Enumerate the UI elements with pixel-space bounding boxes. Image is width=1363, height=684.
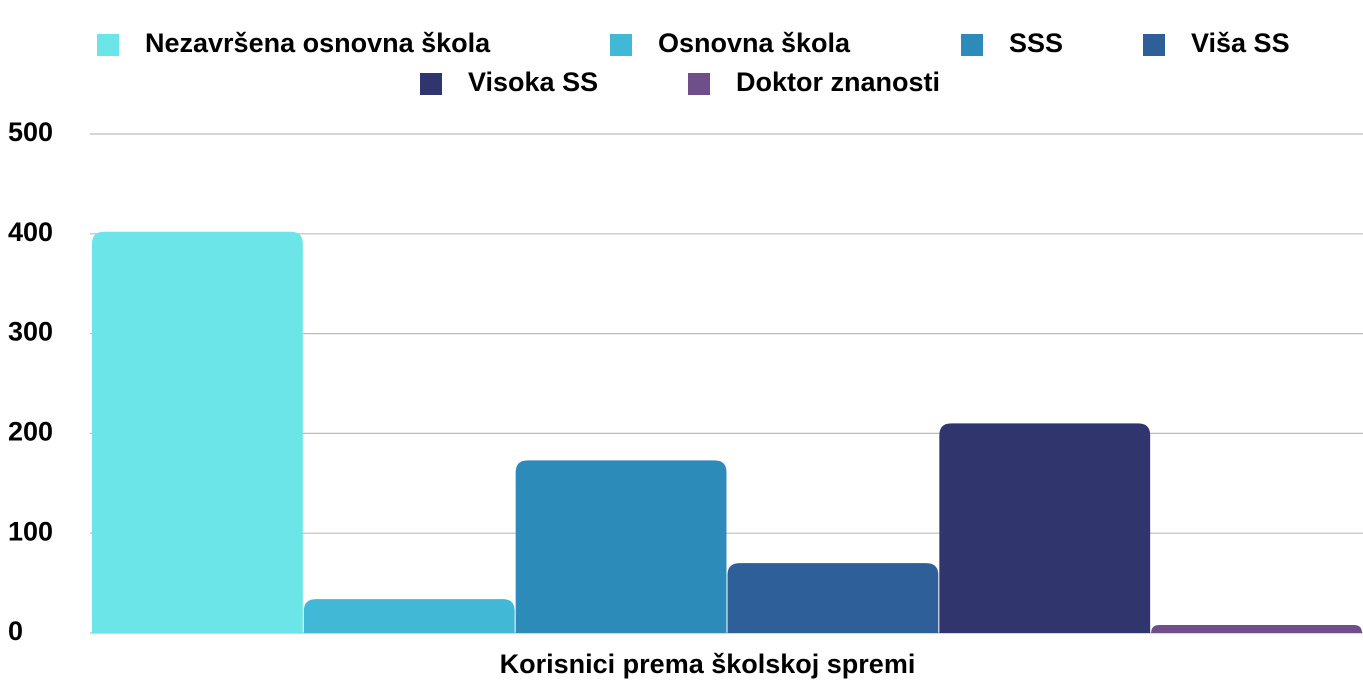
legend-label: Viša SS bbox=[1191, 28, 1290, 58]
y-tick-label: 300 bbox=[8, 317, 53, 347]
legend-label: Nezavršena osnovna škola bbox=[145, 28, 491, 58]
bar bbox=[727, 563, 939, 633]
legend-swatch bbox=[610, 34, 632, 56]
y-tick-label: 100 bbox=[8, 516, 53, 546]
legend-swatch bbox=[97, 34, 119, 56]
bar bbox=[515, 460, 727, 633]
y-tick-label: 500 bbox=[8, 117, 53, 147]
bar bbox=[1151, 625, 1362, 633]
legend-swatch bbox=[961, 34, 983, 56]
bar bbox=[303, 599, 515, 633]
y-tick-label: 200 bbox=[8, 417, 53, 447]
legend-label: Visoka SS bbox=[468, 67, 598, 97]
legend-label: SSS bbox=[1009, 28, 1063, 58]
legend-swatch bbox=[1143, 34, 1165, 56]
bar bbox=[939, 423, 1151, 633]
bar bbox=[92, 231, 303, 633]
x-tick-label: Korisnici prema školskoj spremi bbox=[500, 649, 916, 679]
legend-swatch bbox=[688, 73, 710, 95]
legend-swatch bbox=[420, 73, 442, 95]
legend-label: Doktor znanosti bbox=[736, 67, 940, 97]
legend-label: Osnovna škola bbox=[658, 28, 851, 58]
y-tick-label: 400 bbox=[8, 217, 53, 247]
y-tick-label: 0 bbox=[8, 616, 23, 646]
